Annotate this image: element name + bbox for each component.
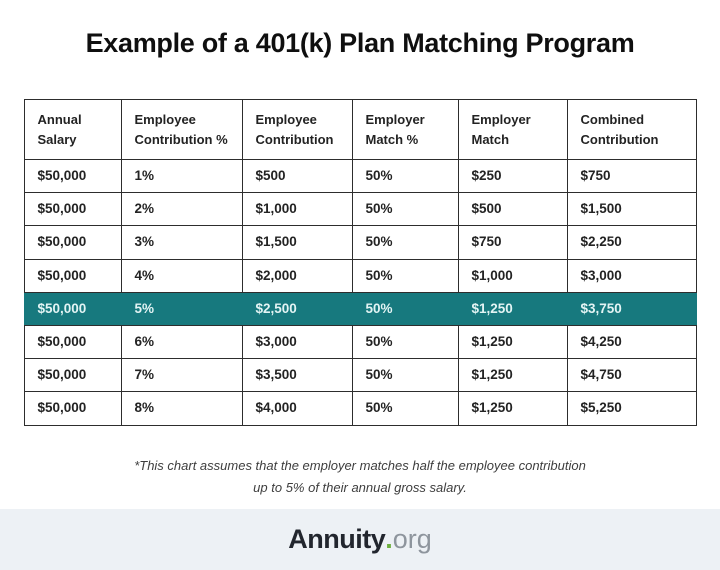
column-header-annual-salary: Annual Salary [23,99,122,161]
table-cell: $2,500 [241,291,353,326]
table-cell: $3,000 [241,324,353,360]
footnote-line: up to 5% of their annual gross salary. [253,480,467,496]
table-cell: $50,000 [23,324,122,360]
logo-brand-text: Annuity [288,524,386,554]
table-cell: $50,000 [23,192,122,227]
table-cell: $50,000 [23,225,122,260]
table-cell: 8% [120,391,243,426]
table-row: $50,000 7% $3,500 50% $1,250 $4,750 [23,358,697,393]
table-cell: 50% [351,159,459,194]
table-cell: 7% [120,358,243,393]
table-cell: $4,250 [566,324,697,360]
table-cell: $1,000 [241,192,353,227]
column-header-employee-contribution: Employee Contribution [241,99,353,161]
logo-tld-text: org [392,524,432,554]
table-cell: 2% [120,192,243,227]
table-cell: 50% [351,358,459,393]
table-cell: $4,750 [566,358,697,393]
table-cell: $5,250 [566,391,697,426]
table-row: $50,000 1% $500 50% $250 $750 [23,159,697,194]
page-title: Example of a 401(k) Plan Matching Progra… [85,28,635,58]
table-row: $50,000 5% $2,500 50% $1,250 $3,750 [23,291,697,326]
table-row: $50,000 8% $4,000 50% $1,250 $5,250 [23,391,697,426]
table-cell: 50% [351,225,459,260]
table-cell: $1,500 [566,192,697,227]
annuity-logo: Annuity.org [288,526,432,553]
table-cell: 5% [120,291,243,326]
table-cell: $1,250 [457,324,568,360]
table-cell: $50,000 [23,258,122,293]
table-cell: $50,000 [23,159,122,194]
table-cell: $3,000 [566,258,697,293]
table-cell: $3,750 [566,291,697,326]
table-cell: $50,000 [23,391,122,426]
table-row: $50,000 4% $2,000 50% $1,000 $3,000 [23,258,697,293]
table-cell: 50% [351,192,459,227]
table-cell: $500 [457,192,568,227]
footnote: *This chart assumes that the employer ma… [0,455,720,501]
table-row: $50,000 3% $1,500 50% $750 $2,250 [23,225,697,260]
table-cell: 50% [351,291,459,326]
table-cell: $50,000 [23,291,122,326]
table-cell: 3% [120,225,243,260]
table-body: $50,000 1% $500 50% $250 $750 $50,000 2% $1,000 5… [23,159,697,426]
table-cell: $1,250 [457,291,568,326]
table-cell: $1,000 [457,258,568,293]
table-cell: $1,500 [241,225,353,260]
table-cell: 50% [351,324,459,360]
table-cell: $250 [457,159,568,194]
table-cell: $3,500 [241,358,353,393]
table-cell: 50% [351,391,459,426]
table-cell: 6% [120,324,243,360]
table-header-row: Annual Salary Employee Contribution % Em… [23,99,697,161]
table-cell: $1,250 [457,358,568,393]
table-cell: $50,000 [23,358,122,393]
column-header-employer-match: Employer Match [457,99,568,161]
table-cell: 1% [120,159,243,194]
table-cell: $500 [241,159,353,194]
footer-bar: Annuity.org [0,509,720,570]
table-cell: $2,250 [566,225,697,260]
table-cell: 4% [120,258,243,293]
column-header-combined-contribution: Combined Contribution [566,99,697,161]
table-row: $50,000 2% $1,000 50% $500 $1,500 [23,192,697,227]
footnote-line: *This chart assumes that the employer ma… [134,457,586,473]
table-cell: $1,250 [457,391,568,426]
table-cell: 50% [351,258,459,293]
logo-dot: . [385,524,393,554]
matching-table: Annual Salary Employee Contribution % Em… [23,99,697,426]
table-cell: $4,000 [241,391,353,426]
column-header-employer-match-pct: Employer Match % [351,99,459,161]
table-cell: $750 [457,225,568,260]
table-cell: $750 [566,159,697,194]
table-cell: $2,000 [241,258,353,293]
table-row: $50,000 6% $3,000 50% $1,250 $4,250 [23,324,697,360]
column-header-employee-contribution-pct: Employee Contribution % [120,99,243,161]
